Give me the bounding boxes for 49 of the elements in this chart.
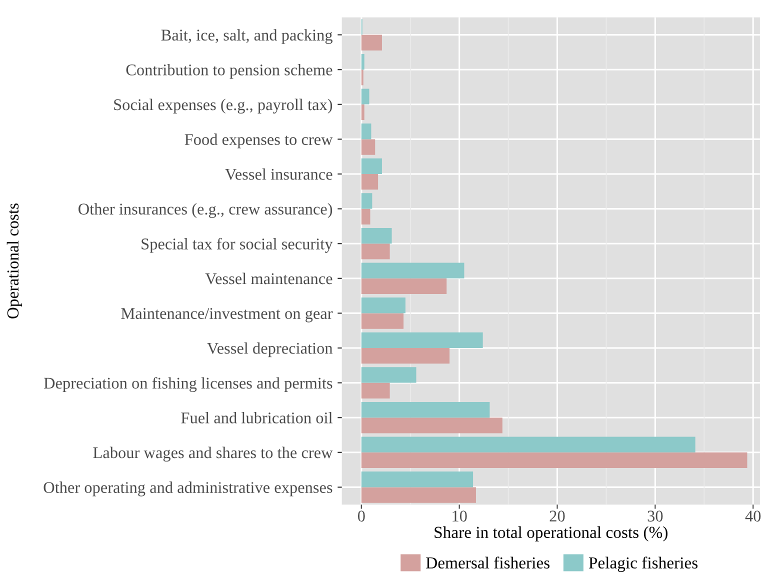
bar — [361, 139, 376, 155]
bar — [361, 174, 378, 190]
bar — [361, 193, 372, 209]
bar — [361, 244, 390, 260]
bar — [361, 313, 404, 329]
bar — [361, 208, 370, 224]
x-tick-label: 10 — [452, 510, 467, 522]
y-tick-label: Maintenance/investment on gear — [121, 308, 333, 322]
bar — [361, 262, 464, 278]
x-tick-label: 40 — [745, 510, 761, 522]
y-tick-label: Vessel maintenance — [205, 272, 332, 284]
x-tick-label: 30 — [648, 510, 663, 522]
y-tick-label: Bait, ice, salt, and packing — [161, 29, 332, 44]
y-axis-title: Operational costs — [6, 204, 22, 318]
bar — [361, 278, 447, 294]
bar — [361, 382, 390, 398]
bar — [361, 436, 696, 452]
y-tick-label: Contribution to pension scheme — [126, 64, 332, 79]
bar — [361, 487, 476, 503]
y-tick-label: Depreciation on fishing licenses and permits — [44, 377, 332, 392]
y-tick-label: Vessel insurance — [225, 168, 332, 180]
bar — [361, 54, 364, 70]
y-tick-label: Food expenses to crew — [184, 134, 333, 148]
bar — [361, 348, 450, 364]
y-tick-label: Social expenses (e.g., payroll tax) — [114, 98, 332, 114]
bar — [361, 298, 406, 314]
y-tick-label: Labour wages and shares to the crew — [93, 446, 333, 462]
bar — [361, 34, 382, 50]
legend-label: Pelagic fisheries — [588, 556, 698, 572]
bar — [361, 402, 490, 418]
y-tick-label: Other insurances (e.g., crew assurance) — [78, 203, 332, 218]
x-tick-label: 0 — [358, 510, 365, 522]
bar — [361, 124, 372, 140]
x-tick-label: 20 — [550, 510, 565, 522]
bar — [361, 228, 392, 244]
bar — [361, 158, 382, 174]
x-axis-title: Share in total operational costs (%) — [434, 526, 668, 542]
bar — [361, 88, 370, 104]
bar — [361, 367, 416, 383]
y-tick-label: Vessel depreciation — [207, 342, 333, 358]
y-tick-label: Other operating and administrative expenses — [44, 482, 332, 496]
bar — [361, 332, 483, 348]
bar — [361, 104, 364, 120]
bar — [361, 418, 502, 434]
legend-label: Demersal fisheries — [426, 556, 550, 569]
y-tick-label: Special tax for social security — [142, 238, 333, 253]
y-tick-label: Fuel and lubrication oil — [181, 412, 332, 424]
bar — [361, 452, 748, 468]
bar — [361, 472, 474, 488]
